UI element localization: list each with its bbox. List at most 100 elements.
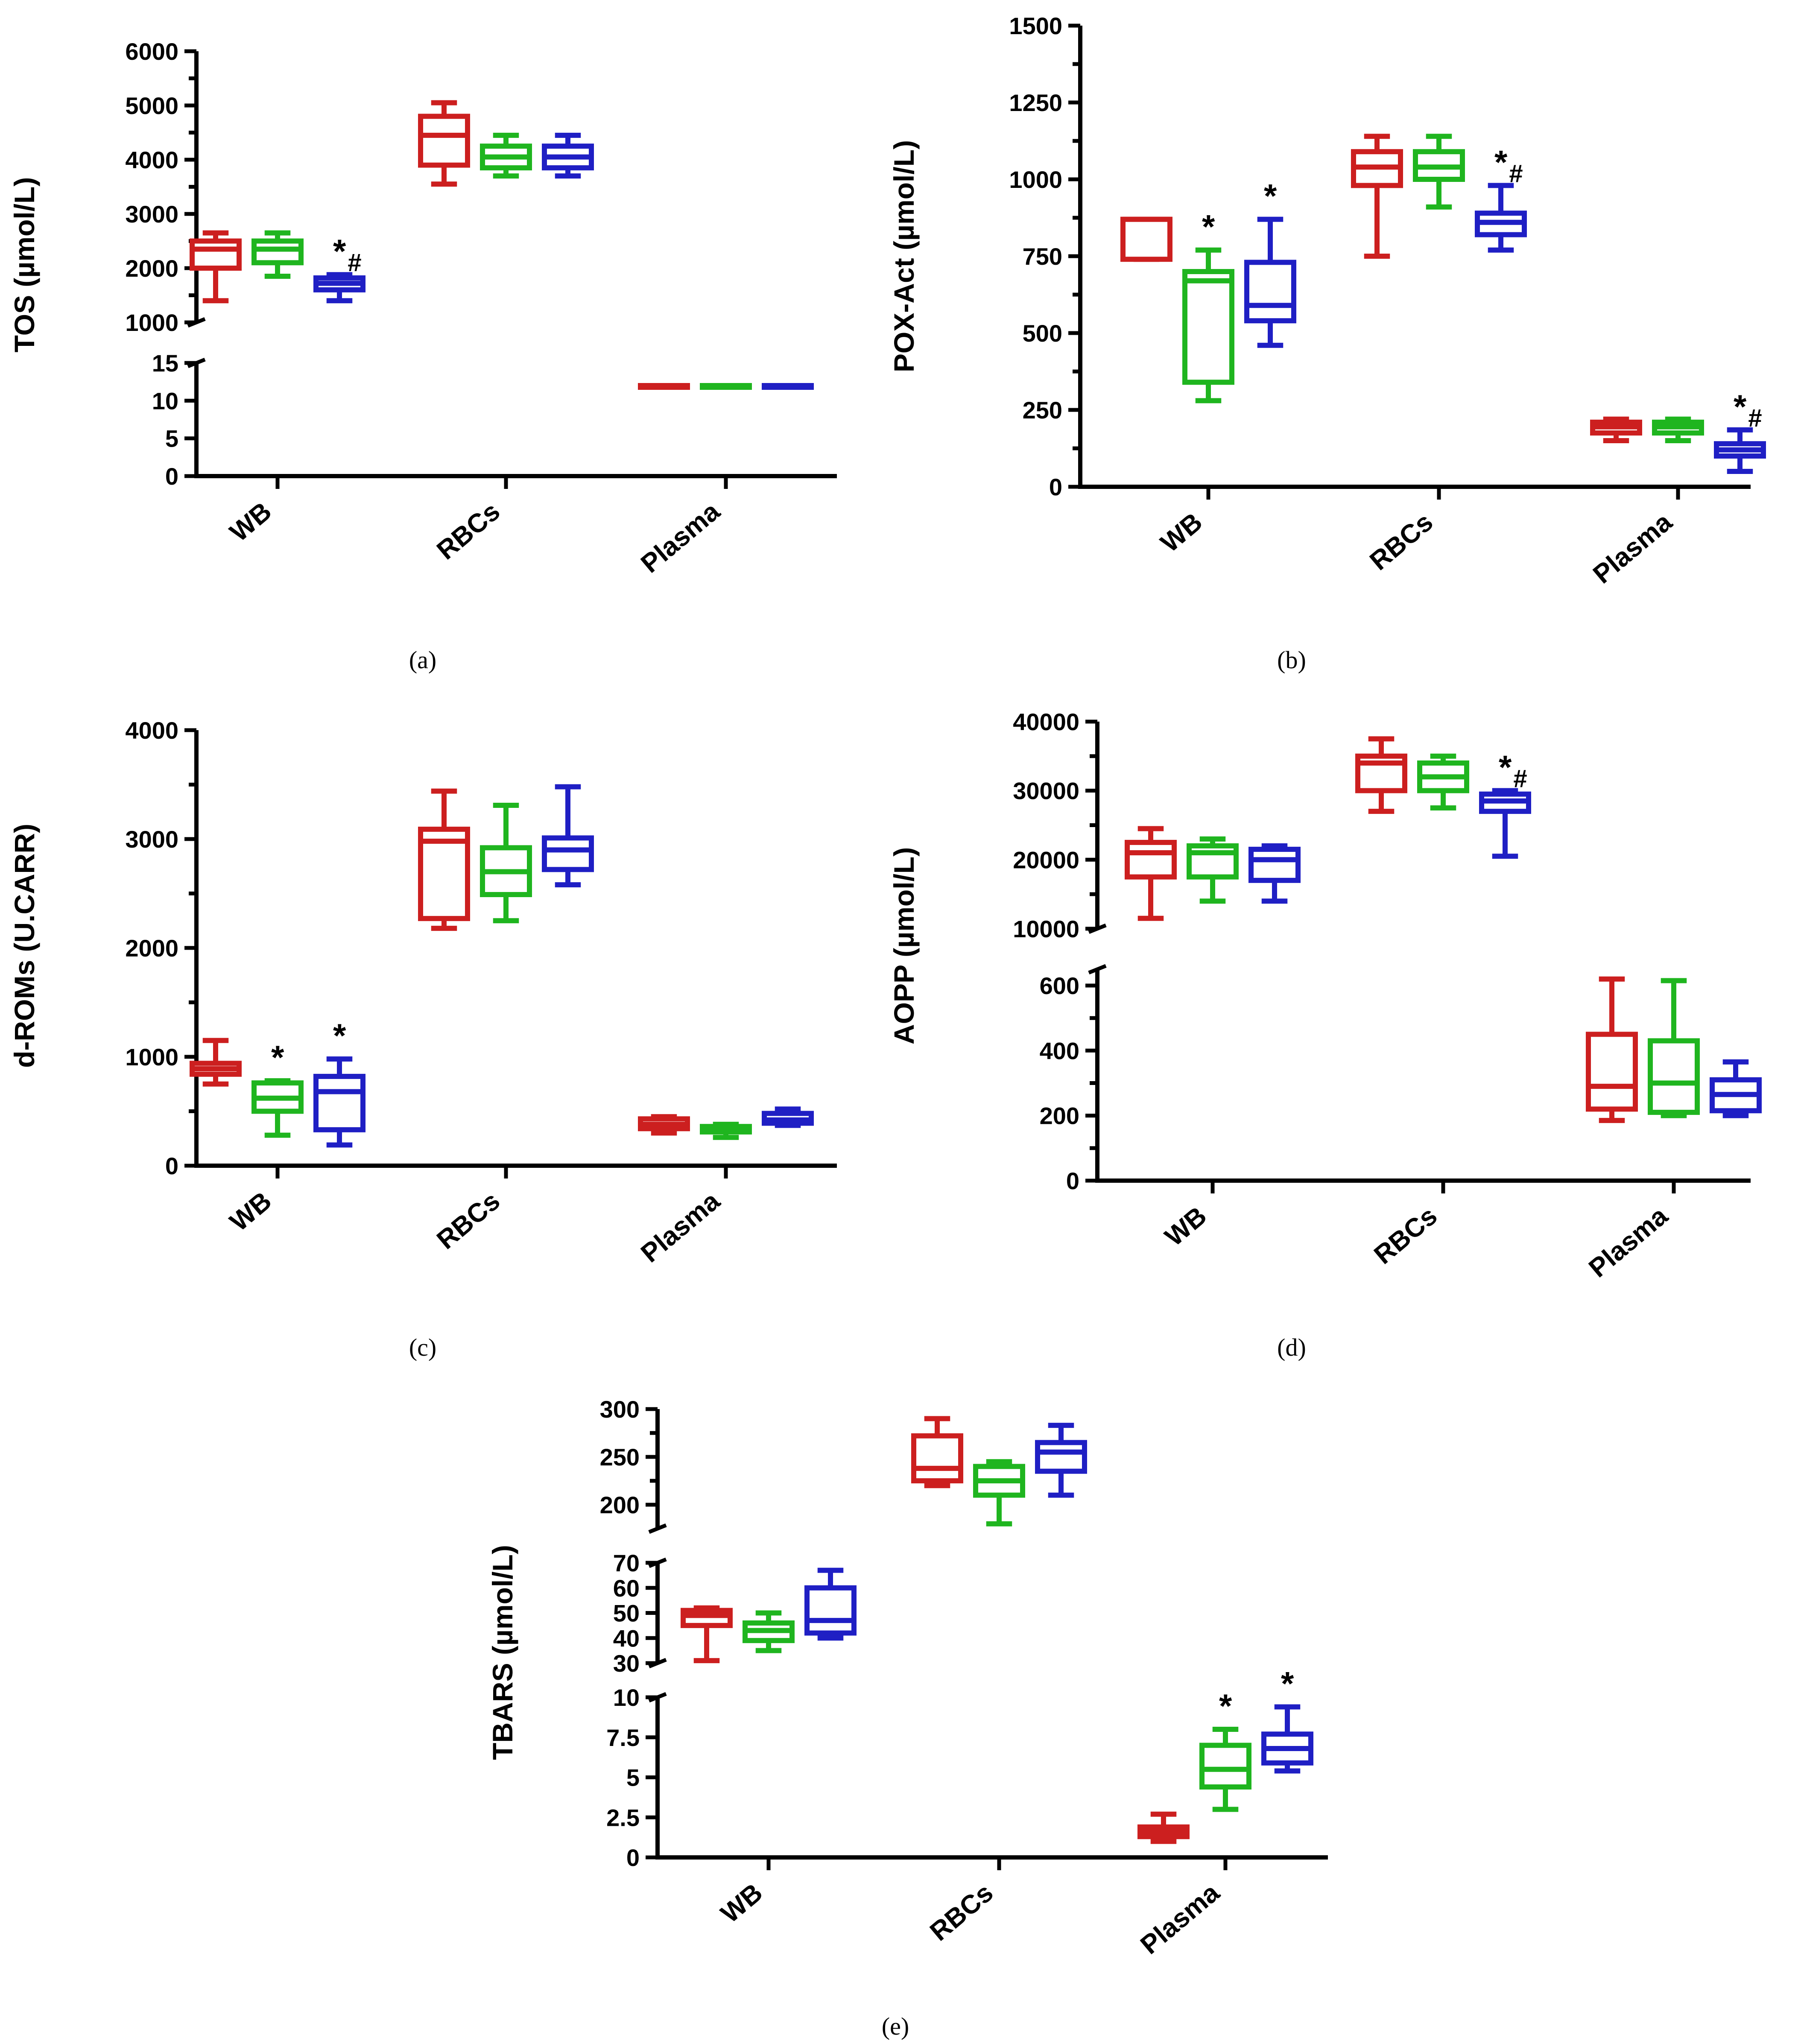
box-plot-item [700, 383, 752, 390]
x-category-label: WB [225, 1186, 277, 1237]
y-tick-label: 20000 [1013, 846, 1079, 873]
box-iqr [1125, 839, 1177, 880]
box-plot-item [480, 132, 532, 179]
y-tick-label: 70 [613, 1550, 640, 1576]
y-tick-label: 50 [613, 1600, 640, 1627]
x-category-label: Plasma [1588, 507, 1678, 590]
panel-c-label: (c) [409, 1333, 436, 1361]
box-plot-item [911, 1416, 963, 1488]
significance-marker: * [271, 1038, 284, 1076]
box-plot-item [1351, 134, 1403, 259]
significance-marker: * [1281, 1665, 1294, 1702]
y-tick-label: 500 [1023, 320, 1062, 347]
x-category-label: WB [1160, 1201, 1212, 1252]
x-category-label: WB [1155, 507, 1208, 558]
box-plot-item [190, 1038, 242, 1087]
box-plot-item [1355, 736, 1407, 814]
box-iqr [1248, 847, 1301, 883]
box-iqr [1182, 269, 1234, 385]
box-iqr [542, 835, 594, 872]
y-tick-label: 10000 [1013, 915, 1079, 942]
box-plot-item [700, 1122, 752, 1140]
box-plot-item: * [313, 1017, 365, 1148]
y-tick-label: 5000 [125, 92, 178, 119]
y-tick-label: 2.5 [606, 1804, 640, 1831]
panel-a-ylabel: TOS (µmol/L) [9, 177, 40, 353]
box-iqr [1035, 1440, 1087, 1474]
box-iqr [418, 114, 470, 168]
y-tick-label: 200 [600, 1491, 640, 1518]
panel-d-label: (d) [1277, 1333, 1306, 1361]
box-plot-item: * [251, 1038, 304, 1138]
axis-break-mark [187, 317, 206, 328]
box-plot-item [1137, 1811, 1190, 1844]
box-iqr [190, 238, 242, 271]
significance-marker: * [1202, 208, 1215, 246]
y-tick-label: 30000 [1013, 778, 1079, 804]
box-plot-item [1590, 416, 1642, 443]
box-plot-item [1035, 1423, 1087, 1498]
box-plot-item [418, 100, 470, 187]
box-plot-item [1248, 843, 1301, 904]
box-iqr [1199, 1743, 1251, 1790]
box-plot-item [1187, 836, 1239, 904]
y-tick-label: 0 [165, 463, 178, 490]
y-tick-label: 15 [152, 350, 178, 377]
axis-break-mark [648, 1658, 667, 1669]
panel-e-ylabel: TBARS (µmol/L) [487, 1545, 518, 1760]
significance-marker: *# [1734, 388, 1762, 432]
panel-e-label: (e) [882, 2012, 909, 2040]
box-plot-item: *# [1714, 388, 1766, 474]
y-tick-label: 750 [1023, 243, 1062, 270]
y-tick-label: 4000 [125, 717, 178, 744]
box-plot-item [1648, 978, 1700, 1118]
box-plot-item [638, 1114, 690, 1136]
box-plot-item [804, 1567, 857, 1641]
x-category-label: RBCs [431, 1186, 506, 1255]
significance-marker: * [1264, 177, 1277, 215]
box-iqr [804, 1585, 857, 1636]
panel-d-aopp: AOPP (µmol/L) (d) 10000 20000 30000 40000 0 2… [888, 708, 1762, 1361]
y-tick-label: 1000 [125, 1044, 178, 1070]
y-tick-label: 0 [165, 1152, 178, 1179]
y-tick-label: 4000 [125, 146, 178, 173]
y-tick-label: 10 [152, 387, 178, 414]
x-category-label: RBCs [1364, 507, 1438, 576]
y-tick-label: 2000 [125, 255, 178, 282]
box-plot-item [1125, 826, 1177, 921]
significance-marker: * [1219, 1687, 1232, 1725]
box-plot-item [418, 788, 470, 931]
box-plot-item [638, 383, 690, 390]
x-category-label: Plasma [635, 1186, 725, 1269]
y-tick-label: 40 [613, 1625, 640, 1652]
box-plot-item [743, 1610, 795, 1653]
box-plot-item [1586, 976, 1638, 1123]
y-tick-label: 0 [626, 1844, 640, 1871]
y-tick-label: 6000 [125, 38, 178, 65]
y-tick-label: 2000 [125, 935, 178, 962]
box-plot-item [762, 1106, 814, 1128]
x-category-label: Plasma [1135, 1878, 1225, 1960]
box-iqr [1648, 1038, 1700, 1115]
box-plot-item [1652, 416, 1704, 443]
box-iqr [1120, 216, 1172, 262]
significance-marker: *# [1499, 749, 1527, 793]
y-tick-label: 1500 [1009, 12, 1062, 39]
y-tick-label: 10 [613, 1684, 640, 1711]
box-plot-item: * [1182, 208, 1234, 404]
panel-a-label: (a) [409, 646, 436, 674]
box-plot-item [542, 132, 594, 179]
box-plot-item: *# [313, 232, 365, 304]
panel-d-ylabel: AOPP (µmol/L) [888, 847, 920, 1044]
y-tick-label: 250 [1023, 397, 1062, 424]
y-tick-label: 0 [1066, 1167, 1079, 1194]
x-category-label: Plasma [635, 497, 725, 579]
box-plot-item: * [1261, 1665, 1313, 1774]
box-plot-item: *# [1475, 143, 1527, 253]
box-plot-item [190, 230, 242, 304]
y-tick-label: 60 [613, 1575, 640, 1602]
significance-marker: * [333, 1017, 346, 1054]
box-iqr [251, 238, 304, 266]
box-plot-item [681, 1605, 733, 1664]
